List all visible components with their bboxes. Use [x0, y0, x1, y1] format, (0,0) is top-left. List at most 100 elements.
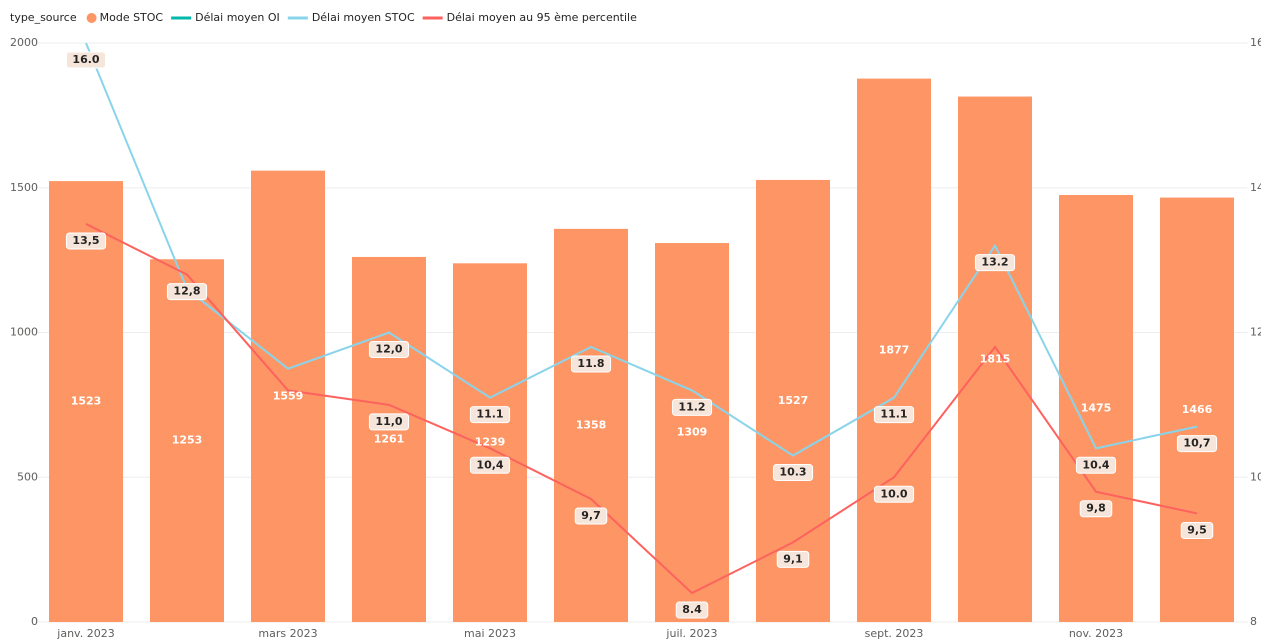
y2-tick-label: 12: [1250, 326, 1261, 339]
bar-label: 1358: [576, 418, 607, 431]
bar-label: 1527: [778, 394, 809, 407]
point-label-text: 11,0: [375, 415, 402, 428]
bar: [352, 256, 426, 622]
point-label: 11.2: [671, 398, 713, 416]
point-label-text: 8.4: [682, 603, 702, 616]
point-label: 16.0: [65, 51, 107, 69]
point-label-box: [1075, 456, 1117, 474]
y-tick-label: 1500: [10, 181, 38, 194]
point-label-text: 13,5: [72, 234, 99, 247]
point-label-text: 9,1: [783, 552, 803, 565]
x-tick-label: mai 2023: [464, 627, 516, 639]
point-label-text: 11.2: [678, 400, 705, 413]
point-label-box: [368, 413, 410, 431]
point-label-box: [469, 406, 511, 424]
point-label-text: 10,4: [476, 458, 503, 471]
bar-label: 1309: [677, 426, 708, 439]
y-tick-label: 500: [17, 470, 38, 483]
bar-label: 1559: [273, 389, 304, 402]
y2-tick-label: 10: [1250, 470, 1261, 483]
legend-marker: [86, 13, 97, 23]
point-label: 13.2: [974, 254, 1016, 272]
point-label-box: [1079, 500, 1113, 518]
bar: [1059, 194, 1133, 623]
point-label-text: 9,5: [1187, 523, 1207, 536]
point-label-box: [873, 406, 915, 424]
legend: type_source Mode STOC Délai moyen OI Délai…: [10, 11, 637, 24]
point-label-box: [570, 355, 612, 373]
point-label: 13,5: [65, 232, 107, 250]
bar: [453, 263, 527, 622]
point-label: 11.1: [873, 406, 915, 424]
x-tick-label: nov. 2023: [1069, 627, 1123, 639]
y2-tick-label: 16: [1250, 36, 1261, 49]
point-label-text: 13.2: [981, 256, 1008, 269]
point-label-text: 11.1: [476, 408, 503, 421]
point-label: 9,1: [776, 550, 810, 568]
point-label-box: [675, 601, 709, 619]
legend-label: Délai moyen au 95 ème percentile: [447, 11, 637, 24]
point-label-text: 11.8: [577, 357, 604, 370]
bar: [958, 96, 1032, 623]
x-tick-label: mars 2023: [258, 627, 317, 639]
point-label: 10.0: [873, 485, 915, 503]
bar-label: 1475: [1081, 401, 1112, 414]
point-label: 9,7: [574, 507, 608, 525]
x-tick-label: janv. 2023: [56, 627, 114, 639]
point-label-text: 16.0: [72, 53, 99, 66]
point-label-text: 10.4: [1082, 458, 1109, 471]
point-label-box: [166, 283, 208, 301]
point-label-box: [469, 456, 511, 474]
point-label: 11.8: [570, 355, 612, 373]
bar: [150, 259, 224, 622]
x-tick-label: sept. 2023: [865, 627, 924, 639]
bar-label: 1253: [172, 434, 203, 447]
point-label: 12,0: [368, 341, 410, 358]
y2-tick-label: 14: [1250, 181, 1261, 194]
point-label-text: 9,7: [581, 509, 601, 522]
point-label-box: [1180, 521, 1214, 539]
point-label-box: [65, 232, 107, 250]
point-label-text: 9,8: [1086, 502, 1106, 515]
bar-label: 1523: [71, 395, 102, 408]
point-label: 8.4: [675, 601, 709, 619]
bar: [251, 170, 325, 622]
legend-label: Mode STOC: [100, 11, 164, 24]
bar: [756, 179, 830, 622]
y2-tick-label: 8: [1250, 615, 1257, 628]
point-label-box: [772, 464, 814, 482]
point-label: 10,7: [1176, 435, 1218, 453]
x-tick-label: juil. 2023: [665, 627, 717, 639]
bar: [1160, 197, 1234, 622]
point-label-box: [1176, 435, 1218, 453]
point-label: 10,4: [469, 456, 511, 474]
legend-title: type_source: [10, 11, 77, 24]
point-label-box: [671, 398, 713, 416]
line: [85, 223, 1198, 595]
y-tick-label: 2000: [10, 36, 38, 49]
point-label-box: [873, 485, 915, 503]
point-label-text: 11.1: [880, 408, 907, 421]
bar-label: 1466: [1182, 403, 1213, 416]
bar: [49, 181, 123, 623]
point-label-text: 12,8: [173, 285, 200, 298]
point-label-text: 10.3: [779, 466, 806, 479]
point-label: 11.1: [469, 406, 511, 424]
bar: [554, 228, 628, 622]
bar-label: 1261: [374, 432, 405, 445]
point-label: 12,8: [166, 283, 208, 301]
point-label-text: 10.0: [880, 487, 907, 500]
point-label-text: 12,0: [375, 343, 402, 356]
point-label-box: [368, 341, 410, 358]
point-label: 10.4: [1075, 456, 1117, 474]
bar-label: 1815: [980, 352, 1011, 365]
point-label: 10.3: [772, 464, 814, 482]
bar-label: 1877: [879, 343, 910, 356]
legend-label: Délai moyen STOC: [312, 11, 415, 24]
bar: [655, 243, 729, 622]
y-tick-label: 0: [31, 615, 38, 628]
line: [85, 42, 1198, 457]
point-label: 9,5: [1180, 521, 1214, 539]
point-label-box: [776, 550, 810, 568]
